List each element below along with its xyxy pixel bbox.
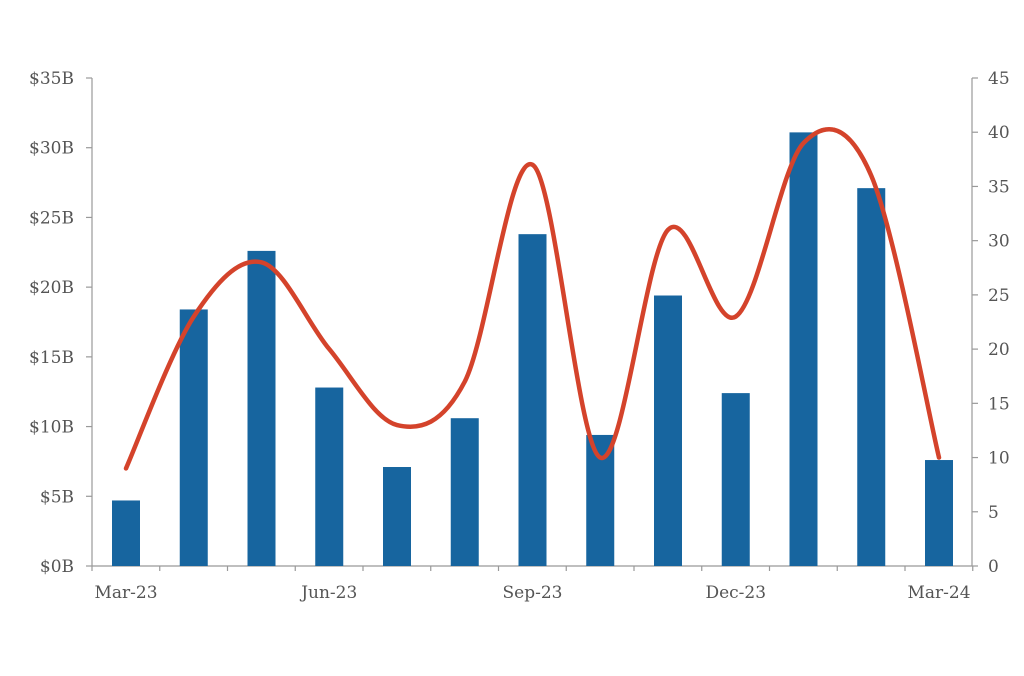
- left-tick-label: $0B: [40, 557, 74, 577]
- right-tick-label: 10: [988, 449, 1010, 469]
- bar: [518, 234, 547, 566]
- line-series: [123, 126, 942, 471]
- bar: [112, 500, 140, 566]
- left-tick-label: $25B: [29, 208, 74, 228]
- bar: [383, 467, 411, 566]
- right-tick-label: 20: [988, 340, 1010, 360]
- right-tick-label: 15: [988, 394, 1010, 414]
- bar: [654, 295, 682, 566]
- left-tick-label: $35B: [29, 69, 74, 89]
- bar: [247, 250, 276, 567]
- x-ticks: Mar-23 Jun-23 Sep-23 Dec-23 Mar-24: [91, 566, 974, 603]
- left-tick-label: $20B: [29, 278, 74, 298]
- bar: [586, 434, 615, 566]
- bar: [925, 460, 953, 566]
- left-tick-label: $10B: [29, 418, 74, 438]
- line-path: [123, 126, 942, 471]
- right-tick-label: 40: [988, 123, 1010, 143]
- left-tick-label: $5B: [40, 487, 74, 507]
- right-tick-label: 5: [988, 503, 999, 523]
- bar: [450, 418, 479, 566]
- x-tick-label: Mar-24: [907, 583, 970, 603]
- bar: [789, 132, 818, 566]
- right-tick-label: 35: [988, 177, 1010, 197]
- bar: [315, 387, 344, 566]
- left-tick-label: $15B: [29, 348, 74, 368]
- right-tick-label: 45: [988, 69, 1010, 89]
- bar: [179, 309, 208, 566]
- right-tick-label: 0: [988, 557, 999, 577]
- right-tick-label: 25: [988, 286, 1010, 306]
- x-tick-label: Mar-23: [94, 583, 157, 603]
- bar: [857, 188, 886, 567]
- bar: [721, 393, 750, 566]
- x-tick-label: Dec-23: [705, 583, 766, 603]
- right-y-ticks: 0 5 10 15 20 25 30 35 40 45: [972, 69, 1010, 577]
- left-y-ticks: $0B $5B $10B $15B $20B $25B $30B $35B: [29, 69, 92, 577]
- left-tick-label: $30B: [29, 139, 74, 159]
- x-tick-label: Jun-23: [299, 583, 357, 603]
- right-tick-label: 30: [988, 232, 1010, 252]
- x-tick-label: Sep-23: [503, 583, 563, 603]
- bar-series: [112, 132, 953, 567]
